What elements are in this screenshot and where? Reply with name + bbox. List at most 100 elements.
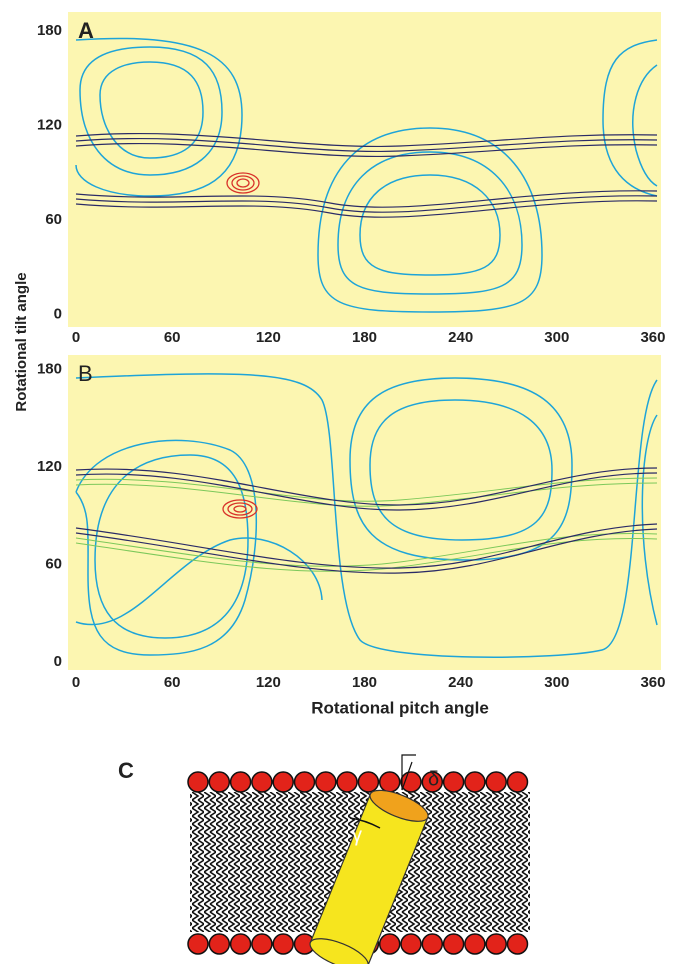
shape bbox=[236, 178, 250, 188]
shape bbox=[75, 137, 658, 153]
x-tick-label: 360 bbox=[640, 329, 665, 346]
shape bbox=[75, 467, 658, 506]
shape bbox=[226, 172, 260, 194]
shape bbox=[75, 142, 658, 158]
y-tick-label: 120 bbox=[37, 116, 62, 133]
lipid-head bbox=[400, 933, 422, 955]
minimum-a bbox=[226, 172, 260, 194]
lipid-head bbox=[251, 771, 273, 793]
lipid-head bbox=[378, 933, 401, 955]
shape bbox=[227, 502, 253, 516]
shape bbox=[369, 789, 429, 822]
shape bbox=[75, 373, 658, 658]
shape bbox=[79, 46, 223, 176]
x-tick-label: 240 bbox=[448, 329, 473, 346]
lipid-head bbox=[506, 771, 529, 793]
lipid-head bbox=[442, 771, 465, 793]
lipid-head bbox=[229, 771, 252, 793]
shape bbox=[75, 132, 658, 148]
shape bbox=[641, 414, 658, 626]
contours-a bbox=[75, 37, 658, 313]
shape bbox=[75, 528, 658, 574]
lipid-head bbox=[378, 771, 401, 793]
shape bbox=[75, 439, 258, 656]
lipid-head bbox=[208, 933, 231, 955]
shape bbox=[233, 505, 247, 513]
angle-symbol: γ bbox=[352, 824, 362, 846]
shape bbox=[359, 174, 501, 276]
lipid-head bbox=[357, 771, 380, 793]
lipid-head bbox=[421, 933, 444, 955]
lipid-head bbox=[229, 933, 252, 955]
x-tick-label: 180 bbox=[352, 329, 377, 346]
x-axis-label: Rotational pitch angle bbox=[311, 698, 489, 717]
shape bbox=[337, 151, 523, 295]
minimum-b bbox=[222, 499, 258, 519]
bands-b bbox=[75, 467, 658, 574]
y-tick-label: 0 bbox=[54, 653, 62, 670]
lipid-head bbox=[251, 933, 273, 955]
shape bbox=[75, 37, 243, 197]
panel-label: A bbox=[78, 18, 94, 43]
x-tick-label: 240 bbox=[448, 674, 473, 691]
shape bbox=[75, 200, 658, 218]
shape bbox=[632, 64, 658, 187]
lipid-head bbox=[272, 771, 294, 793]
shape bbox=[349, 817, 381, 829]
x-tick-label: 60 bbox=[164, 674, 181, 691]
x-tick-label: 0 bbox=[72, 674, 80, 691]
shape bbox=[75, 472, 658, 511]
shape bbox=[99, 61, 204, 159]
bands-a bbox=[75, 132, 658, 218]
y-axis-label: Rotational tilt angle bbox=[13, 272, 30, 411]
shape bbox=[602, 39, 658, 197]
lipid-head bbox=[442, 933, 465, 955]
shape bbox=[187, 771, 529, 793]
x-tick-label: 360 bbox=[640, 674, 665, 691]
lipid-head bbox=[272, 933, 294, 955]
lipid-head bbox=[187, 933, 209, 955]
lipid-head bbox=[485, 771, 507, 793]
plot-area bbox=[68, 12, 661, 327]
shape bbox=[222, 499, 258, 519]
y-tick-label: 60 bbox=[45, 211, 62, 228]
shape bbox=[309, 938, 369, 964]
lipid-head bbox=[187, 771, 209, 793]
y-tick-label: 60 bbox=[45, 555, 62, 572]
angle-symbol: δ bbox=[428, 768, 439, 790]
y-tick-label: 180 bbox=[37, 22, 62, 39]
panel-label: C bbox=[118, 758, 134, 783]
shape bbox=[75, 523, 658, 569]
x-tick-label: 300 bbox=[544, 674, 569, 691]
plot-area bbox=[68, 355, 661, 670]
shape bbox=[75, 190, 658, 208]
lipid-head bbox=[485, 933, 507, 955]
lipid-head bbox=[464, 771, 486, 793]
lipid-head bbox=[315, 771, 337, 793]
shape bbox=[349, 377, 573, 561]
shape bbox=[401, 754, 416, 790]
lipid-head bbox=[421, 771, 444, 793]
y-tick-label: 120 bbox=[37, 458, 62, 475]
x-tick-label: 120 bbox=[256, 674, 281, 691]
lipid-head bbox=[400, 771, 422, 793]
shape bbox=[317, 127, 543, 313]
lipid-head bbox=[336, 771, 358, 793]
x-tick-label: 180 bbox=[352, 674, 377, 691]
x-tick-label: 300 bbox=[544, 329, 569, 346]
panel-label: B bbox=[78, 361, 93, 386]
membrane-diagram bbox=[187, 754, 530, 964]
shape bbox=[231, 175, 255, 191]
lipid-head bbox=[464, 933, 486, 955]
lipid-head bbox=[293, 771, 316, 793]
y-tick-label: 180 bbox=[37, 361, 62, 378]
lipid-head bbox=[506, 933, 529, 955]
shape bbox=[75, 195, 658, 213]
shape bbox=[401, 761, 413, 791]
shape bbox=[309, 789, 429, 964]
shape bbox=[369, 399, 553, 541]
lipid-head bbox=[208, 771, 231, 793]
x-tick-label: 60 bbox=[164, 329, 181, 346]
y-tick-label: 0 bbox=[54, 305, 62, 322]
